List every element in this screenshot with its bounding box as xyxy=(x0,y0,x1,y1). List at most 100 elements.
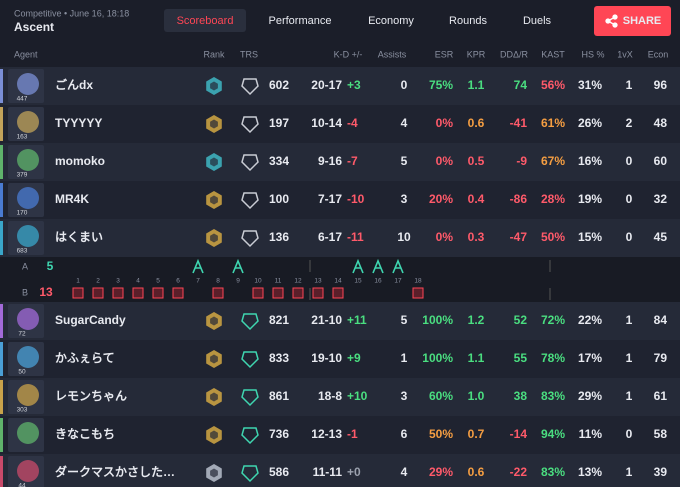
player-row[interactable] xyxy=(0,454,680,487)
round-win-icon xyxy=(92,287,104,299)
player-name: レモンちゃん xyxy=(55,389,127,403)
stat-clutch: 1 xyxy=(626,351,633,365)
stat-kd: 20-17 xyxy=(311,78,342,92)
player-row[interactable] xyxy=(0,181,680,219)
stat-kpr: 1.1 xyxy=(468,78,485,92)
stat-esr: 0% xyxy=(436,154,454,168)
share-label[interactable]: SHARE xyxy=(623,15,662,27)
stat-hs: 13% xyxy=(578,465,602,479)
rank-icon-inner xyxy=(210,316,218,326)
stat-kast: 83% xyxy=(541,465,565,479)
stat-dda: 74 xyxy=(514,78,528,92)
stat-assists: 1 xyxy=(401,351,408,365)
round-win-icon xyxy=(292,287,304,299)
rank-icon-inner xyxy=(210,157,218,167)
agent-face xyxy=(17,187,39,209)
agent-stripe xyxy=(0,183,3,217)
stat-clutch: 1 xyxy=(626,389,633,403)
player-name: はくまい xyxy=(55,230,103,244)
agent-stripe xyxy=(0,418,3,452)
player-row[interactable] xyxy=(0,67,680,105)
round-number: 13 xyxy=(314,278,322,285)
agent-face xyxy=(17,460,39,482)
column-header: HS % xyxy=(581,49,604,59)
team-score: 5 xyxy=(47,259,54,273)
rank-icon-inner xyxy=(210,468,218,478)
agent-stripe xyxy=(0,342,3,376)
player-row[interactable] xyxy=(0,219,680,257)
stat-assists: 0 xyxy=(401,78,408,92)
stat-assists: 5 xyxy=(401,154,408,168)
tab[interactable]: Economy xyxy=(368,15,414,27)
stat-esr: 29% xyxy=(429,465,453,479)
tab[interactable]: Performance xyxy=(269,15,332,27)
stat-esr: 75% xyxy=(429,78,453,92)
round-win-icon xyxy=(132,287,144,299)
agent-stripe xyxy=(0,304,3,338)
round-number: 17 xyxy=(394,278,402,285)
stat-kd: 9-16 xyxy=(318,154,342,168)
stat-esr: 0% xyxy=(436,116,454,130)
stat-kd: 18-8 xyxy=(318,389,342,403)
player-level: 163 xyxy=(17,134,28,141)
round-number: 4 xyxy=(136,278,140,285)
rank-icon-inner xyxy=(210,119,218,129)
player-row[interactable] xyxy=(0,302,680,340)
stat-assists: 10 xyxy=(397,230,411,244)
tab[interactable]: Scoreboard xyxy=(177,15,234,27)
player-row[interactable] xyxy=(0,105,680,143)
tab[interactable]: Rounds xyxy=(449,15,487,27)
player-level: 50 xyxy=(18,369,26,376)
share-button[interactable] xyxy=(594,6,671,36)
column-header: TRS xyxy=(240,49,258,59)
column-header: KAST xyxy=(541,49,565,59)
stat-kpr: 0.4 xyxy=(468,192,485,206)
round-win-icon xyxy=(212,287,224,299)
stat-hs: 22% xyxy=(578,313,602,327)
player-row[interactable] xyxy=(0,416,680,454)
round-number: 3 xyxy=(116,278,120,285)
tab[interactable]: Duels xyxy=(523,15,552,27)
stat-kpr: 0.6 xyxy=(468,465,485,479)
stat-dda: 38 xyxy=(514,389,528,403)
round-number: 15 xyxy=(354,278,362,285)
stat-clutch: 1 xyxy=(626,78,633,92)
stat-kpr: 1.0 xyxy=(468,389,485,403)
round-number: 1 xyxy=(76,278,80,285)
stat-assists: 4 xyxy=(401,465,408,479)
team-score: 13 xyxy=(39,285,53,299)
rank-icon-inner xyxy=(210,81,218,91)
stat-hs: 15% xyxy=(578,230,602,244)
player-row[interactable] xyxy=(0,143,680,181)
stat-econ: 96 xyxy=(654,78,668,92)
rank-icon-inner xyxy=(210,430,218,440)
player-name: きなこもち xyxy=(55,427,115,441)
stat-trs: 602 xyxy=(269,78,289,92)
round-number: 14 xyxy=(334,278,342,285)
stat-kd: 21-10 xyxy=(311,313,342,327)
round-number: 5 xyxy=(156,278,160,285)
round-win-icon xyxy=(112,287,124,299)
agent-face xyxy=(17,225,39,247)
round-win-icon xyxy=(412,287,424,299)
stat-kast: 28% xyxy=(541,192,565,206)
player-name: TYYYYY xyxy=(55,116,102,130)
round-win-icon xyxy=(372,258,384,274)
stat-kpr: 1.2 xyxy=(468,313,485,327)
column-header: K-D +/- xyxy=(334,49,363,59)
player-row[interactable] xyxy=(0,340,680,378)
column-header: Assists xyxy=(378,49,407,59)
round-win-icon xyxy=(192,258,204,274)
stat-esr: 0% xyxy=(436,230,454,244)
stat-kast: 61% xyxy=(541,116,565,130)
round-win-icon xyxy=(392,258,404,274)
column-header: Agent xyxy=(14,49,38,59)
trs-icon xyxy=(241,78,259,96)
player-name: ごんdx xyxy=(55,77,93,92)
player-row[interactable] xyxy=(0,378,680,416)
rank-icon-inner xyxy=(210,392,218,402)
stat-kast: 56% xyxy=(541,78,565,92)
stat-trs: 586 xyxy=(269,465,289,479)
stat-diff: +0 xyxy=(347,465,361,479)
stat-trs: 197 xyxy=(269,116,289,130)
